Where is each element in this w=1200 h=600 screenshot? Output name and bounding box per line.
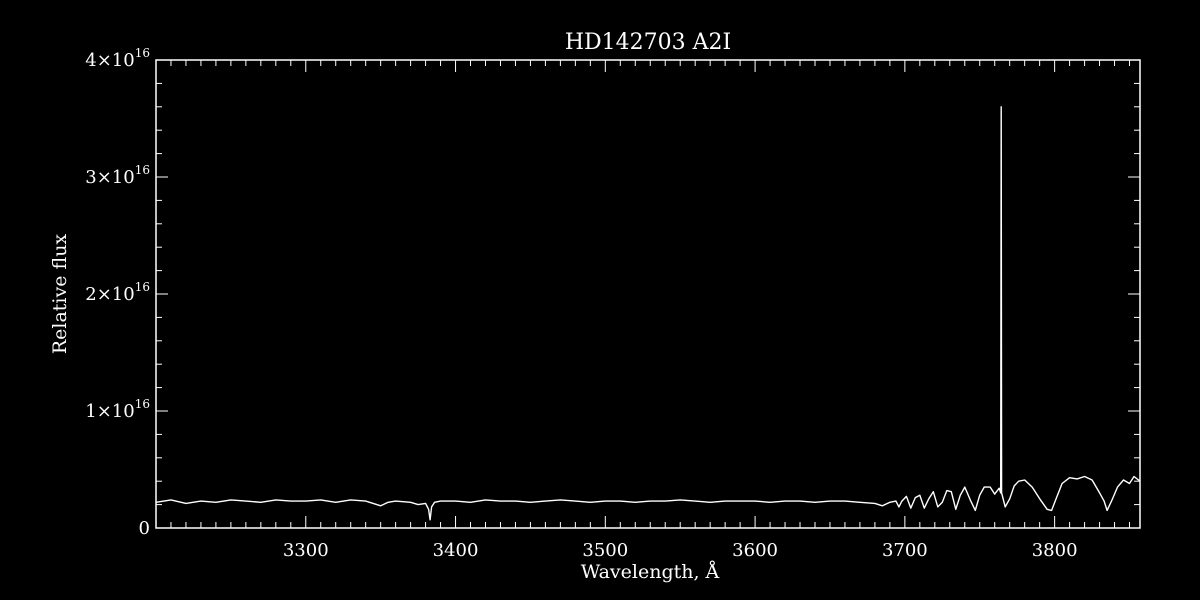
x-axis-label: Wavelength, Å xyxy=(581,561,720,583)
y-tick-label: 3×1016 xyxy=(85,163,150,188)
x-tick-label: 3700 xyxy=(882,540,928,561)
y-axis-label: Relative flux xyxy=(49,234,71,355)
spectrum-line xyxy=(155,106,1141,521)
plot-frame xyxy=(155,59,1141,529)
x-tick-label: 3400 xyxy=(433,540,479,561)
x-tick-label: 3300 xyxy=(283,540,329,561)
y-tick-label: 4×1016 xyxy=(85,46,150,71)
chart-title: HD142703 A2I xyxy=(565,30,731,55)
plot-area xyxy=(155,106,1141,521)
y-axis-ticks: 0 1×1016 2×1016 3×1016 4×1016 xyxy=(85,46,1140,539)
x-tick-label: 3600 xyxy=(732,540,778,561)
x-tick-label: 3800 xyxy=(1032,540,1078,561)
y-tick-label: 1×1016 xyxy=(85,397,150,422)
x-tick-label: 3500 xyxy=(582,540,628,561)
y-tick-label: 2×1016 xyxy=(85,280,150,305)
y-tick-label: 0 xyxy=(139,518,150,539)
x-axis-ticks: 3300 3400 3500 3600 3700 3800 xyxy=(170,60,1131,561)
